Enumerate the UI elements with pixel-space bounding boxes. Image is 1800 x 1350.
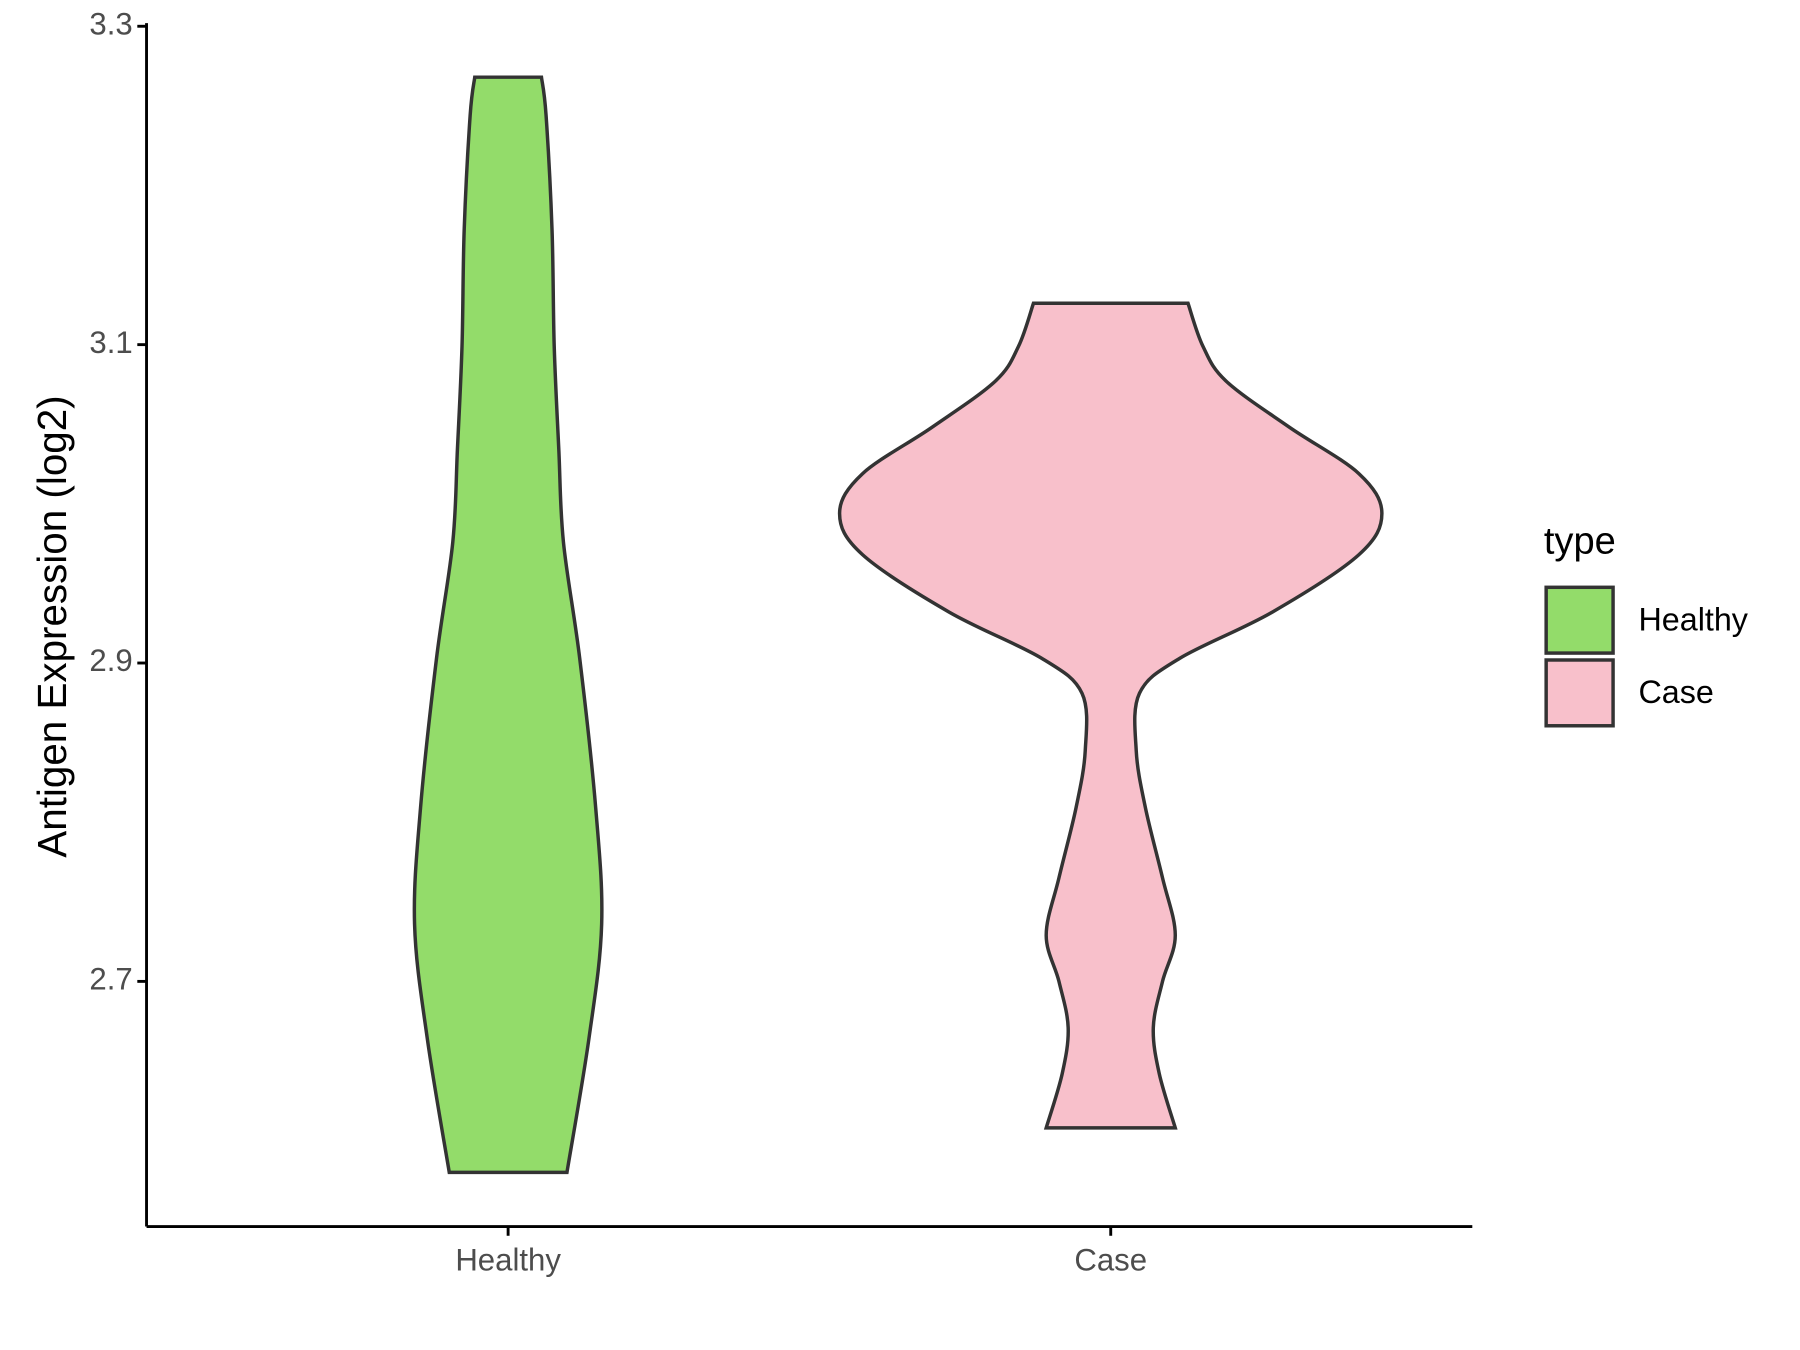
y-tick-label: 2.7: [89, 962, 132, 997]
y-tick-label: 2.9: [89, 643, 132, 678]
legend-title: type: [1544, 521, 1616, 563]
legend-label: Healthy: [1638, 601, 1748, 637]
x-tick-label: Case: [1074, 1243, 1147, 1278]
legend-label: Case: [1638, 674, 1713, 710]
legend-swatch: [1544, 658, 1615, 728]
x-tick-label: Healthy: [455, 1243, 561, 1278]
violin: [837, 301, 1384, 1130]
y-tick-label: 3.1: [89, 325, 132, 360]
legend-swatch: [1544, 585, 1615, 655]
y-axis-label: Antigen Expression (log2): [29, 395, 75, 857]
y-tick-label: 3.3: [89, 6, 132, 41]
violin: [412, 75, 604, 1175]
